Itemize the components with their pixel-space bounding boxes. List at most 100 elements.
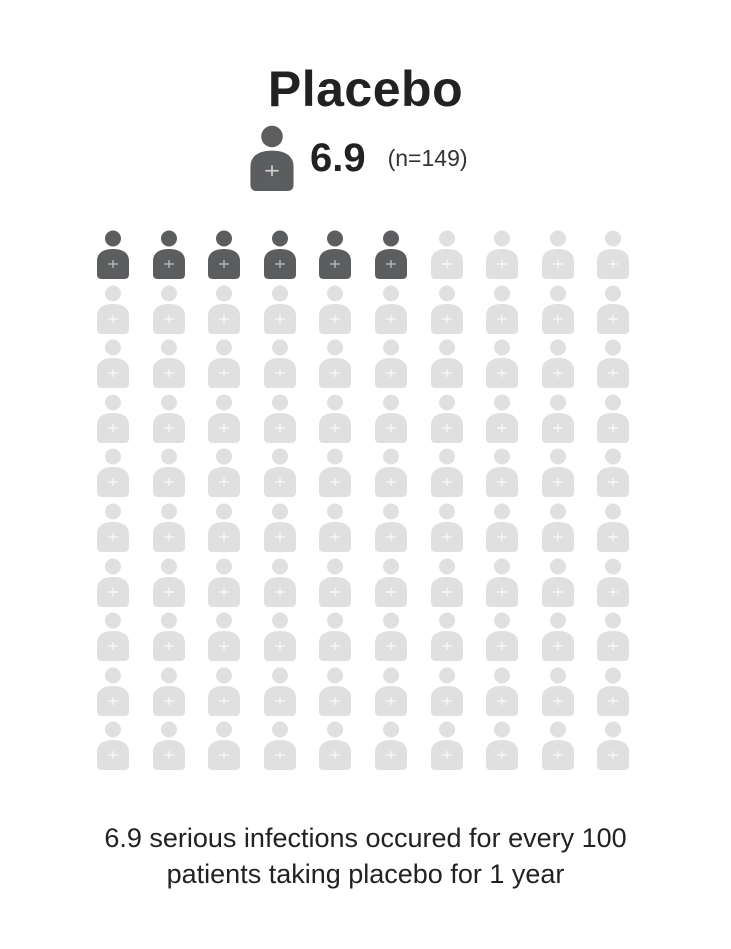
person-icon-empty xyxy=(430,394,463,443)
person-icon-empty xyxy=(319,612,352,662)
person-icon-empty xyxy=(319,503,352,552)
person-icon-empty xyxy=(541,612,574,662)
person-icon-empty xyxy=(208,339,241,389)
person-icon-empty xyxy=(152,667,185,716)
person-icon-empty xyxy=(430,230,463,279)
person-icon-empty xyxy=(541,667,574,716)
caption: 6.9 serious infections occured for every… xyxy=(0,820,731,892)
person-icon-empty xyxy=(152,503,185,552)
person-icon-filled xyxy=(319,230,352,279)
person-icon-empty xyxy=(541,230,574,279)
person-icon-empty xyxy=(541,503,574,552)
person-icon-empty xyxy=(430,667,463,716)
person-icon-empty xyxy=(486,612,519,662)
person-icon-empty xyxy=(208,394,241,443)
person-icon-empty xyxy=(486,285,519,334)
person-icon-empty xyxy=(374,448,407,498)
person-icon-empty xyxy=(97,448,129,498)
person-icon-empty xyxy=(263,503,296,552)
person-icon-empty xyxy=(319,285,352,334)
person-icon-filled xyxy=(152,230,185,279)
person-icon-empty xyxy=(374,721,407,771)
person-icon-empty xyxy=(319,667,352,716)
person-icon-empty xyxy=(597,558,630,607)
summary: 6.9 (n=149) xyxy=(250,124,468,192)
person-icon xyxy=(250,125,294,191)
person-icon-empty xyxy=(152,558,185,607)
person-icon-empty xyxy=(319,394,352,443)
caption-line-1: 6.9 serious infections occured for every… xyxy=(104,823,627,853)
person-icon-empty xyxy=(486,721,519,771)
person-icon-empty xyxy=(208,612,241,662)
person-icon-empty xyxy=(263,285,296,334)
person-icon-empty xyxy=(97,667,129,716)
person-icon-empty xyxy=(374,394,407,443)
person-icon-empty xyxy=(541,448,574,498)
person-icon-empty xyxy=(541,558,574,607)
person-icon-empty xyxy=(374,339,407,389)
sample-size: (n=149) xyxy=(387,145,468,171)
person-icon-empty xyxy=(152,339,185,389)
person-icon-empty xyxy=(263,612,296,662)
person-icon-empty xyxy=(263,448,296,498)
person-icon-empty xyxy=(486,230,519,279)
person-icon-empty xyxy=(430,339,463,389)
person-icon-empty xyxy=(374,558,407,607)
person-icon-empty xyxy=(597,503,630,552)
person-icon-empty xyxy=(486,503,519,552)
person-icon-empty xyxy=(430,558,463,607)
person-icon-empty xyxy=(430,721,463,771)
person-icon-empty xyxy=(97,503,129,552)
person-icon-empty xyxy=(97,285,129,334)
person-icon-empty xyxy=(597,339,630,389)
person-icon-empty xyxy=(97,394,129,443)
person-icon-empty xyxy=(152,285,185,334)
caption-line-2: patients taking placebo for 1 year xyxy=(166,859,565,889)
person-icon-empty xyxy=(208,448,241,498)
pictograph-grid xyxy=(97,230,635,776)
person-icon-empty xyxy=(208,285,241,334)
person-icon-filled xyxy=(263,230,296,279)
person-icon-empty xyxy=(263,667,296,716)
person-icon-empty xyxy=(541,394,574,443)
chart-title: Placebo xyxy=(267,61,464,117)
person-icon-empty xyxy=(486,339,519,389)
person-icon-empty xyxy=(374,285,407,334)
person-icon-empty xyxy=(430,285,463,334)
person-icon-empty xyxy=(597,612,630,662)
person-icon-empty xyxy=(208,721,241,771)
person-icon-empty xyxy=(374,612,407,662)
person-icon-empty xyxy=(263,721,296,771)
person-icon-empty xyxy=(263,339,296,389)
person-icon-empty xyxy=(486,448,519,498)
person-icon-empty xyxy=(319,558,352,607)
person-icon-empty xyxy=(319,339,352,389)
person-icon-empty xyxy=(430,448,463,498)
person-icon-empty xyxy=(374,503,407,552)
person-icon-empty xyxy=(208,667,241,716)
person-icon-empty xyxy=(597,230,630,279)
person-icon-empty xyxy=(263,558,296,607)
person-icon-empty xyxy=(152,721,185,771)
person-icon-empty xyxy=(208,558,241,607)
person-icon-empty xyxy=(374,667,407,716)
person-icon-empty xyxy=(97,721,129,771)
person-icon-empty xyxy=(541,721,574,771)
person-icon-empty xyxy=(319,721,352,771)
person-icon-empty xyxy=(97,612,129,662)
person-icon-filled xyxy=(374,230,407,279)
person-icon-empty xyxy=(319,448,352,498)
person-icon-empty xyxy=(152,394,185,443)
person-icon-empty xyxy=(597,667,630,716)
person-icon-empty xyxy=(597,721,630,771)
person-icon-empty xyxy=(597,448,630,498)
summary-value: 6.9 xyxy=(310,136,366,180)
person-icon-empty xyxy=(152,612,185,662)
person-icon-empty xyxy=(430,503,463,552)
person-icon-empty xyxy=(597,285,630,334)
person-icon-empty xyxy=(263,394,296,443)
person-icon-filled xyxy=(208,230,241,279)
person-icon-empty xyxy=(97,558,129,607)
person-icon-empty xyxy=(97,339,129,389)
person-icon-empty xyxy=(486,558,519,607)
